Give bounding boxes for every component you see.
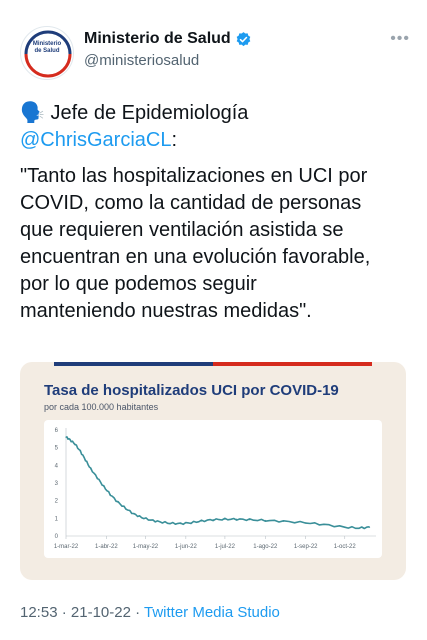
series-point [96,477,98,479]
x-tick-label: 1-jul-22 [215,544,236,550]
series-point [180,523,182,525]
y-tick-label: 1 [55,516,59,522]
series-point [74,443,76,445]
series-point [169,522,171,524]
quote-line: encuentran en una evolución favorable, [20,246,371,268]
speaking-head-icon: 🗣️ [20,102,45,124]
series-point [150,519,152,521]
tweet-text: 🗣️ Jefe de Epidemiología @ChrisGarciaCL:… [20,100,412,325]
tweet-header: Ministerio de Salud Ministerio de Salud … [20,26,410,82]
tweet-time[interactable]: 12:53 [20,604,58,621]
account-name[interactable]: Ministerio de Salud [84,30,231,47]
series-line [65,436,370,530]
series-point [90,468,92,470]
x-tick-label: 1-jun-22 [175,544,198,550]
y-tick-label: 2 [55,499,59,505]
y-tick-label: 5 [55,446,59,452]
y-tick-label: 4 [55,463,59,469]
paragraph-spacer [20,154,412,163]
series-point [212,519,214,521]
series-point [79,450,81,452]
series-point [190,522,192,524]
line-chart: 0 1 2 3 4 5 6 1-mar-22 1-abr-22 1-may-22 1-jun-22 1… [54,428,376,550]
more-horizontal-icon[interactable]: ••• [390,30,410,47]
chart-subtitle: por cada 100.000 habitantes [44,402,159,412]
series-point [140,516,143,519]
series-point [344,526,346,528]
avatar-logo-icon [24,30,72,78]
avatar[interactable]: Ministerio de Salud [20,26,74,80]
mention-suffix: : [171,129,178,151]
y-tick-label: 0 [55,534,59,540]
quote-line: manteniendo nuestras medidas". [20,300,312,322]
series-point [358,527,360,529]
tweet-date[interactable]: 21-10-22 [70,604,131,621]
x-tick-label: 1-abr-22 [95,544,118,550]
series-point [249,519,251,521]
chart-title: Tasa de hospitalizados UCI por COVID-19 [44,382,339,399]
meta-separator: · [130,604,144,621]
series-point [65,436,67,438]
x-tick-label: 1-sep-22 [294,544,318,550]
x-tick-label: 1-oct-22 [334,544,357,550]
series-point [69,439,71,441]
quote-line: que requieren ventilación asistida se [20,219,344,241]
avatar-text: Ministerio de Salud [32,41,62,54]
series-point [305,522,307,524]
series-point [323,523,325,526]
flag-bar-blue [54,362,213,366]
chart-plot: 0 1 2 3 4 5 6 1-mar-22 1-abr-22 1-may-22 1-jun-22 1… [44,420,382,558]
series-point [109,493,111,496]
tweet-source-link[interactable]: Twitter Media Studio [144,604,280,621]
meta-separator: · [57,604,71,621]
series-point [133,513,135,515]
tweet-headline: Jefe de Epidemiología [50,102,249,124]
y-tick-label: 6 [55,428,59,434]
media-card[interactable]: Tasa de hospitalizados UCI por COVID-19 … [20,362,406,580]
series-point [117,501,119,503]
series-point [200,520,203,522]
tweet-meta: 12:53 · 21-10-22 · Twitter Media Studio [20,604,280,621]
quote-line: COVID, como la cantidad de personas [20,192,362,214]
series-point [103,485,105,488]
series-point [125,508,127,510]
tweet-line-2: @ChrisGarciaCL: [20,127,412,154]
tweet-line-1: 🗣️ Jefe de Epidemiología [20,100,412,127]
series-point [368,526,371,528]
series-point [84,459,87,461]
x-tick-label: 1-ago-22 [253,544,278,550]
flag-bar [54,362,372,366]
account-handle[interactable]: @ministeriosalud [84,52,200,69]
series-point [159,521,161,523]
x-tick-label: 1-may-22 [133,544,159,550]
series-point [236,518,238,520]
quote-line: "Tanto las hospitalizaciones en UCI por [20,165,368,187]
x-tick-label: 1-mar-22 [54,544,79,550]
y-tick-label: 3 [55,481,59,487]
mention-link[interactable]: @ChrisGarciaCL [20,129,172,151]
quote-line: por lo que podemos seguir [20,273,257,295]
series-point [224,518,226,520]
name-row: Ministerio de Salud [84,30,252,48]
series-point [264,519,266,522]
flag-bar-red [213,362,372,366]
series-point [282,520,285,522]
verified-badge-icon [236,31,250,46]
